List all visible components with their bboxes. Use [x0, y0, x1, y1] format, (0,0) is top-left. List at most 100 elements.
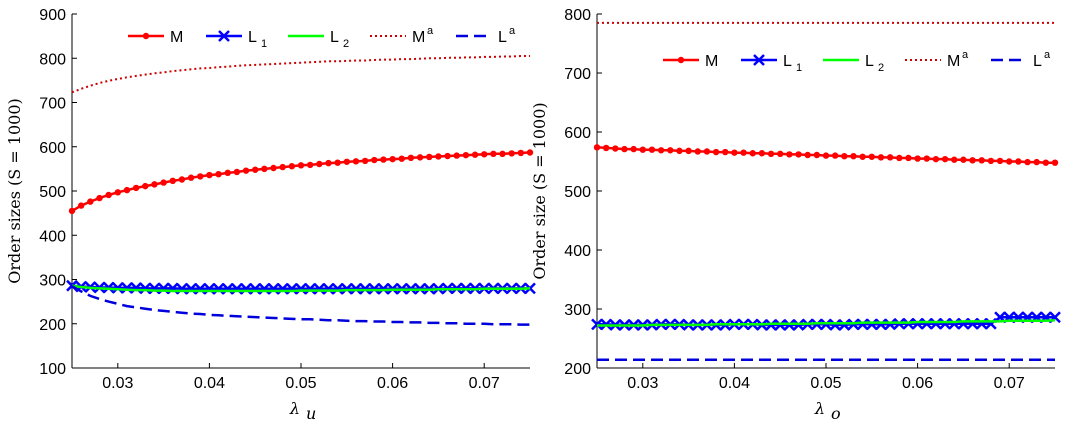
data-point-M [233, 168, 241, 176]
data-point-M [481, 151, 488, 158]
data-point-L1 [295, 282, 307, 295]
data-point-M [868, 153, 875, 160]
data-point-M [1051, 159, 1059, 166]
data-point-M [316, 160, 323, 168]
series-line-La [71, 285, 530, 326]
legend-item-M: M [663, 53, 718, 70]
x-tick-label: 0.05 [285, 375, 316, 392]
y-tick-label: 900 [39, 7, 66, 24]
x-axis-label-subscript: u [306, 404, 316, 422]
series-line-Ma [71, 55, 530, 94]
legend-label-superscript-La: a [509, 25, 516, 37]
data-point-L1 [856, 318, 869, 331]
data-point-M [694, 148, 701, 155]
data-point-M [242, 167, 250, 174]
data-point-L1 [350, 282, 362, 295]
legend-label-subscript-L1: 1 [796, 62, 802, 74]
data-point-M [740, 149, 747, 156]
data-point-M [822, 152, 830, 159]
data-point-L1 [524, 282, 536, 295]
y-tick-label: 600 [564, 125, 591, 142]
data-point-M [325, 159, 332, 167]
x-tick-label: 0.06 [377, 375, 408, 392]
data-point-M [398, 155, 405, 162]
data-point-M [804, 151, 811, 159]
legend-marker-M [677, 56, 685, 64]
data-point-M [1006, 158, 1013, 165]
data-point-M [932, 155, 940, 163]
data-point-M [758, 150, 766, 157]
legend-label-La: L [1033, 53, 1042, 70]
data-point-M [288, 163, 296, 170]
data-point-L1 [865, 318, 878, 331]
data-point-M [841, 152, 848, 160]
data-point-M [905, 154, 912, 162]
data-point-M [132, 184, 140, 192]
data-point-M [352, 158, 360, 165]
legend-label-Ma: M [947, 53, 960, 70]
series-M [593, 144, 1059, 166]
data-point-M [602, 144, 610, 152]
data-point-M [1042, 159, 1050, 166]
chart-panel-1: 100 200 300 400 500 600 700 800 900 0.03 0.04 0.05 0… [5, 7, 536, 422]
data-point-M [831, 152, 839, 159]
series-Ma [71, 55, 530, 94]
data-point-M [270, 164, 277, 172]
data-point-M [306, 161, 314, 169]
legend-label-M: M [170, 29, 183, 46]
data-point-M [914, 155, 921, 162]
data-point-M [621, 145, 628, 153]
y-tick-label: 500 [564, 184, 591, 201]
data-point-M [224, 169, 231, 177]
data-point-M [371, 156, 378, 164]
data-point-M [261, 165, 268, 173]
legend-item-M: M [128, 29, 183, 46]
x-axis-label: λ [814, 399, 825, 418]
data-point-M [941, 155, 949, 163]
data-point-L1 [304, 282, 317, 295]
data-point-M [444, 152, 451, 160]
data-point-M [676, 147, 683, 155]
data-point-M [923, 155, 930, 162]
data-point-M [987, 157, 995, 165]
data-point-M [517, 149, 525, 157]
legend-label-superscript-La: a [1044, 49, 1051, 61]
data-point-M [813, 151, 821, 159]
data-point-M [667, 147, 674, 154]
y-axis-label: Order size (S = 1000) [530, 102, 549, 279]
data-point-M [639, 146, 646, 153]
data-point-M [215, 170, 222, 178]
data-point-M [416, 154, 424, 161]
data-point-M [786, 151, 793, 158]
data-point-M [334, 159, 341, 166]
data-point-L1 [884, 318, 897, 331]
y-tick-label: 700 [39, 96, 66, 113]
data-point-M [526, 149, 534, 156]
y-tick-label: 800 [39, 51, 66, 68]
data-point-L1 [340, 282, 353, 295]
data-point-M [731, 149, 738, 156]
data-point-M [978, 157, 985, 164]
data-point-M [1033, 158, 1040, 166]
data-point-L1 [838, 319, 851, 331]
data-point-M [453, 152, 460, 159]
data-point-M [252, 166, 259, 173]
legend-label-subscript-L1: 1 [261, 38, 267, 50]
data-point-M [178, 176, 186, 183]
legend-label-superscript-Ma: a [427, 25, 434, 37]
x-tick-label: 0.07 [994, 375, 1025, 392]
data-point-L1 [911, 317, 924, 330]
legend-label-L1: L [248, 29, 257, 46]
data-point-M [969, 157, 976, 164]
data-point-M [612, 145, 619, 152]
y-axis-label: Order sizes (S = 1000) [5, 98, 24, 283]
data-point-L1 [930, 317, 942, 330]
data-point-L1 [313, 282, 326, 295]
